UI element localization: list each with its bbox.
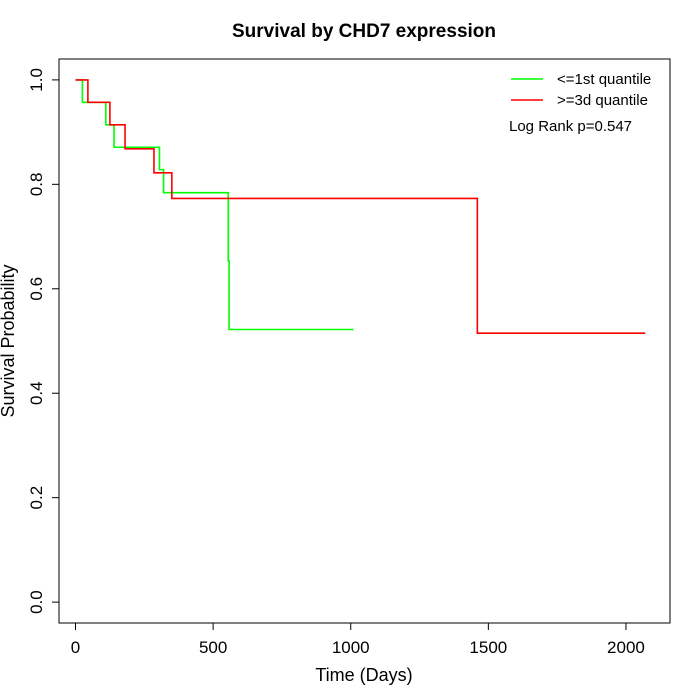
x-axis-title: Time (Days) bbox=[315, 665, 412, 685]
survival-curve-low bbox=[75, 79, 354, 331]
y-tick-label: 0.6 bbox=[27, 277, 46, 301]
series-layer bbox=[75, 79, 646, 334]
y-tick-label: 1.0 bbox=[27, 68, 46, 92]
x-tick-label: 500 bbox=[199, 638, 227, 657]
y-axis: 0.0 0.2 0.4 0.6 0.8 1.0 bbox=[27, 68, 60, 614]
legend-label: <=1st quantile bbox=[557, 71, 651, 88]
y-tick-label: 0.8 bbox=[27, 173, 46, 197]
x-tick-label: 1500 bbox=[469, 638, 507, 657]
legend: <=1st quantile >=3d quantile bbox=[511, 71, 651, 109]
x-tick-label: 0 bbox=[71, 638, 80, 657]
x-tick-label: 2000 bbox=[607, 638, 645, 657]
survival-curve-high bbox=[75, 79, 646, 334]
plot-frame bbox=[58, 58, 671, 624]
y-tick-label: 0.0 bbox=[27, 590, 46, 614]
x-axis: 0 500 1000 1500 2000 bbox=[71, 622, 645, 657]
y-axis-title: Survival Probability bbox=[0, 264, 18, 417]
chart-title: Survival by CHD7 expression bbox=[232, 21, 496, 42]
legend-label: >=3d quantile bbox=[557, 92, 648, 109]
y-tick-label: 0.2 bbox=[27, 486, 46, 510]
y-tick-label: 0.4 bbox=[27, 381, 46, 405]
x-tick-label: 1000 bbox=[332, 638, 370, 657]
log-rank-annotation: Log Rank p=0.547 bbox=[509, 118, 632, 135]
